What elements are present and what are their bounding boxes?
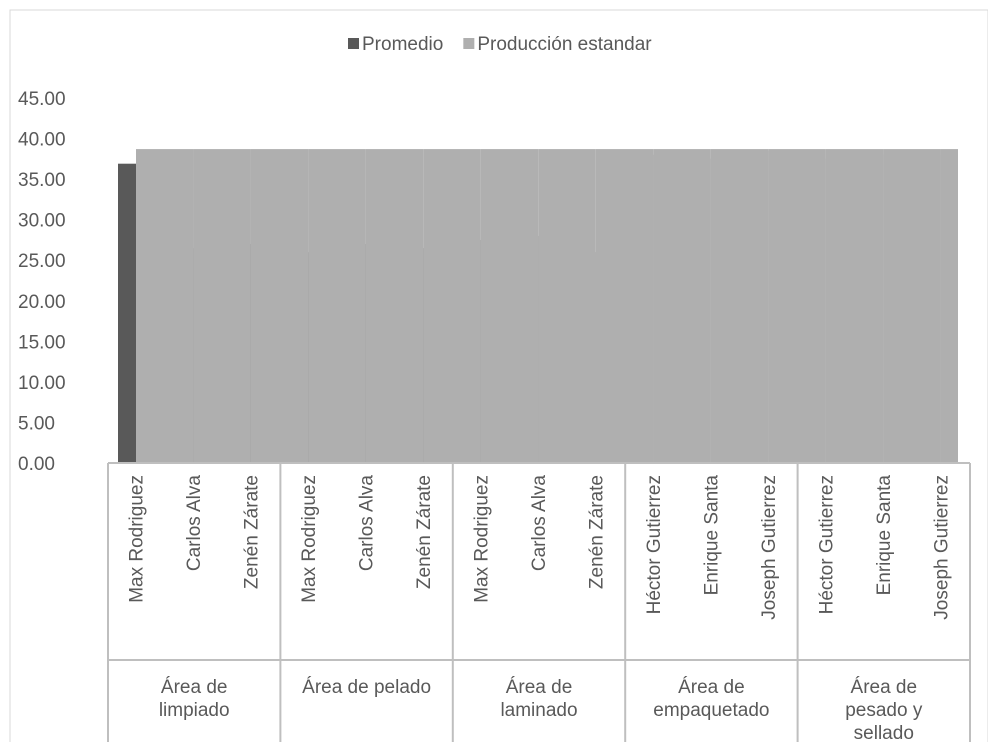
bar	[365, 149, 424, 463]
x-tick-label: Carlos Alva	[529, 475, 550, 572]
x-tick-label: Enrique Santa	[701, 475, 722, 596]
bar	[940, 149, 958, 463]
y-tick-label: 10.00	[18, 373, 66, 394]
group-label: Área de empaquetado	[653, 677, 770, 721]
x-tick-label: Enrique Santa	[874, 475, 895, 596]
chart-border	[9, 9, 988, 742]
bar	[883, 149, 941, 463]
x-tick-label: Zenén Zárate	[414, 475, 435, 589]
bar	[825, 149, 884, 463]
y-tick-label: 15.00	[18, 332, 66, 353]
group-label: Área de laminado	[500, 677, 578, 721]
legend-swatch	[348, 38, 359, 49]
y-tick-label: 5.00	[18, 413, 55, 434]
x-tick-label: Max Rodriguez	[472, 475, 493, 603]
x-tick-label: Zenén Zárate	[586, 475, 607, 589]
bar	[118, 163, 136, 463]
bar	[595, 149, 654, 463]
y-tick-label: 35.00	[18, 170, 66, 191]
legend-swatch	[463, 38, 475, 49]
x-tick-label: Max Rodriguez	[299, 475, 320, 603]
x-tick-label: Héctor Gutierrez	[816, 475, 837, 614]
x-tick-label: Max Rodriguez	[127, 475, 148, 603]
y-tick-label: 0.00	[18, 454, 55, 475]
bar	[136, 149, 194, 463]
bar	[768, 149, 826, 463]
bar	[423, 149, 481, 463]
y-tick-label: 40.00	[18, 130, 66, 151]
bar	[653, 149, 711, 463]
bar	[710, 149, 769, 463]
y-tick-label: 30.00	[18, 211, 66, 232]
x-tick-label: Héctor Gutierrez	[644, 475, 665, 614]
bar	[308, 149, 366, 463]
x-tick-label: Carlos Alva	[184, 475, 205, 572]
bar	[538, 149, 596, 463]
group-label: Área de limpiado	[158, 677, 230, 721]
x-tick-label: Carlos Alva	[357, 475, 378, 572]
x-tick-label: Joseph Gutierrez	[759, 475, 780, 620]
bar	[480, 149, 539, 463]
group-label: Área de pesado y sellado	[845, 677, 923, 742]
x-tick-label: Zenén Zárate	[242, 475, 263, 589]
x-tick-label: Joseph Gutierrez	[931, 475, 952, 620]
legend-label: Promedio	[362, 34, 443, 55]
y-tick-label: 20.00	[18, 292, 66, 313]
y-tick-label: 45.00	[18, 89, 66, 110]
bar	[193, 149, 251, 463]
y-tick-label: 25.00	[18, 251, 66, 272]
legend-label: Producción estandar	[477, 34, 652, 55]
bar	[250, 149, 309, 463]
group-label: Área de pelado	[302, 677, 432, 698]
